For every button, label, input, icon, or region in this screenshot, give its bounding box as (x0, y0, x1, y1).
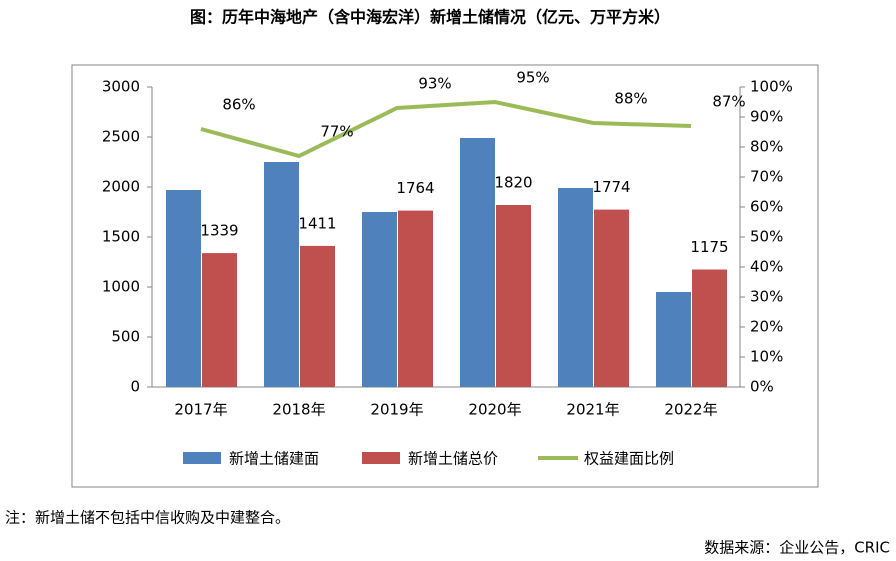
legend-label: 新增土储建面 (229, 450, 319, 468)
y-tick-label: 2500 (102, 128, 140, 146)
x-tick-label: 2019年 (370, 401, 423, 419)
bar (594, 209, 629, 387)
y2-tick-label: 30% (750, 288, 783, 306)
note: 注：新增土储不包括中信收购及中建整合。 (5, 509, 290, 527)
y2-tick-label: 90% (750, 108, 783, 126)
bar (692, 269, 727, 387)
y-tick-label: 0 (130, 378, 140, 396)
data-label: 93% (418, 75, 451, 93)
y-tick-label: 2000 (102, 178, 140, 196)
x-tick-label: 2020年 (468, 401, 521, 419)
y2-tick-label: 40% (750, 258, 783, 276)
x-tick-label: 2022年 (664, 401, 717, 419)
y2-tick-label: 70% (750, 168, 783, 186)
legend-swatch (362, 452, 400, 464)
data-label: 1175 (690, 238, 728, 256)
legend-label: 新增土储总价 (408, 450, 498, 468)
bar (202, 253, 237, 387)
chart-frame (71, 64, 819, 488)
bar (362, 212, 397, 387)
bar (166, 190, 201, 387)
y2-tick-label: 20% (750, 318, 783, 336)
data-label: 86% (222, 96, 255, 114)
bar (460, 138, 495, 387)
legend-swatch (183, 452, 221, 464)
legend-label: 权益建面比例 (584, 450, 674, 468)
data-label: 77% (320, 123, 353, 141)
bar (656, 292, 691, 387)
y-tick-label: 3000 (102, 78, 140, 96)
y2-tick-label: 50% (750, 228, 783, 246)
source: 数据来源：企业公告，CRIC (704, 539, 890, 557)
bar (398, 210, 433, 387)
x-tick-label: 2017年 (174, 401, 227, 419)
chart-title: 图：历年中海地产（含中海宏洋）新增土储情况（亿元、万平方米） (190, 8, 670, 27)
data-label: 1339 (200, 222, 238, 240)
data-label: 1764 (396, 179, 434, 197)
y2-tick-label: 10% (750, 348, 783, 366)
y2-tick-label: 60% (750, 198, 783, 216)
y2-tick-label: 0% (750, 378, 774, 396)
bar (300, 245, 335, 387)
y-tick-label: 500 (111, 328, 140, 346)
bar (264, 162, 299, 387)
bar (496, 205, 531, 387)
data-label: 1820 (494, 174, 532, 192)
bar (558, 188, 593, 387)
y2-tick-label: 80% (750, 138, 783, 156)
data-label: 95% (516, 69, 549, 87)
y-tick-label: 1500 (102, 228, 140, 246)
data-label: 87% (712, 93, 745, 111)
x-tick-label: 2021年 (566, 401, 619, 419)
data-label: 1411 (298, 214, 336, 232)
y-tick-label: 1000 (102, 278, 140, 296)
line (200, 99, 692, 159)
y2-tick-label: 100% (750, 78, 793, 96)
x-tick-label: 2018年 (272, 401, 325, 419)
data-label: 1774 (592, 178, 630, 196)
data-label: 88% (614, 90, 647, 108)
